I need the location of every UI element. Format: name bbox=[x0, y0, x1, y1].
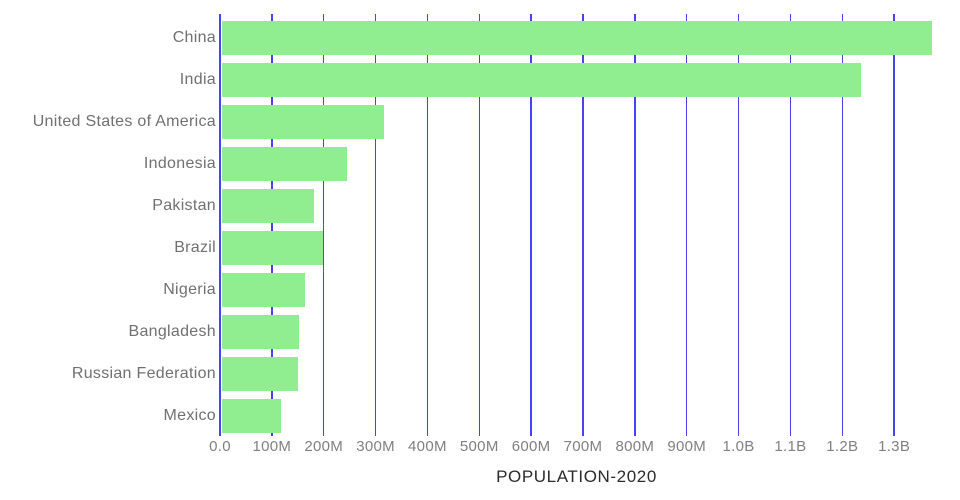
gridline-400M bbox=[426, 14, 429, 436]
bar-nigeria bbox=[222, 273, 305, 307]
x-tick-label-1.0B: 1.0B bbox=[722, 438, 755, 455]
category-label-nigeria: Nigeria bbox=[163, 281, 216, 298]
gridline-500M bbox=[478, 14, 481, 436]
gridline-600M bbox=[530, 14, 532, 436]
x-tick-label-900M: 900M bbox=[667, 438, 707, 455]
bar-indonesia bbox=[222, 147, 348, 181]
bar-bangladesh bbox=[222, 315, 300, 349]
gridline-300M bbox=[374, 14, 377, 436]
plot-area bbox=[219, 14, 933, 436]
x-tick-label-1.1B: 1.1B bbox=[774, 438, 807, 455]
bar-india bbox=[222, 63, 862, 97]
category-label-bangladesh: Bangladesh bbox=[128, 323, 216, 340]
category-label-china: China bbox=[172, 29, 216, 46]
x-tick-label-1.2B: 1.2B bbox=[826, 438, 859, 455]
gridline-1.0B bbox=[737, 14, 740, 436]
category-label-mexico: Mexico bbox=[163, 407, 216, 424]
x-tick-label-100M: 100M bbox=[252, 438, 292, 455]
bar-pakistan bbox=[222, 189, 315, 223]
value-axis-tick-labels: 0.0 100M 200M 300M 400M 500M 600M 700M 800M 900M 1… bbox=[0, 437, 960, 457]
gridline-1.1B bbox=[789, 14, 792, 436]
bar-brazil bbox=[222, 231, 323, 265]
x-tick-label-600M: 600M bbox=[511, 438, 551, 455]
x-tick-label-500M: 500M bbox=[459, 438, 499, 455]
gridline-1.3B bbox=[893, 14, 895, 436]
category-label-indonesia: Indonesia bbox=[143, 155, 216, 172]
gridline-800M bbox=[634, 14, 636, 436]
x-tick-label-300M: 300M bbox=[356, 438, 395, 455]
x-axis-title: POPULATION-2020 bbox=[496, 467, 657, 486]
bar-mexico bbox=[222, 399, 282, 433]
gridline-100M bbox=[271, 14, 273, 436]
gridline-200M bbox=[322, 14, 325, 436]
x-tick-label-700M: 700M bbox=[563, 438, 603, 455]
category-label-russian-federation: Russian Federation bbox=[71, 365, 216, 382]
x-tick-label-200M: 200M bbox=[304, 438, 344, 455]
bar-russian-federation bbox=[222, 357, 299, 391]
x-tick-label-0.0: 0.0 bbox=[209, 438, 231, 455]
category-axis-labels: China India United States of America Indone… bbox=[0, 14, 216, 436]
gridline-1.2B bbox=[841, 14, 843, 436]
gridline-900M bbox=[685, 14, 688, 436]
category-label-india: India bbox=[179, 71, 216, 88]
category-label-pakistan: Pakistan bbox=[152, 197, 216, 214]
gridline-700M bbox=[582, 14, 584, 436]
x-tick-label-400M: 400M bbox=[408, 438, 447, 455]
x-tick-label-800M: 800M bbox=[615, 438, 655, 455]
gridline-0.0 bbox=[219, 14, 221, 436]
bar-united-states-of-america bbox=[222, 105, 385, 139]
x-tick-label-1.3B: 1.3B bbox=[878, 438, 911, 455]
bar-china bbox=[222, 21, 932, 55]
category-label-brazil: Brazil bbox=[174, 239, 216, 256]
category-label-united-states-of-america: United States of America bbox=[32, 113, 216, 130]
